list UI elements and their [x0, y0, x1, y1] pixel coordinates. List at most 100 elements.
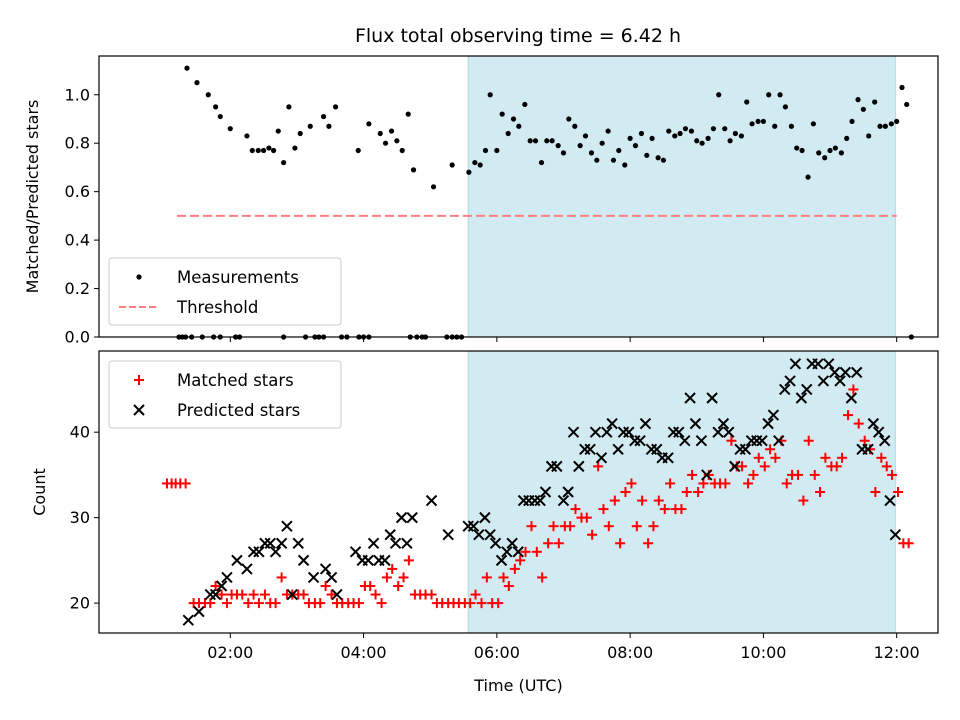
measurement-point — [320, 113, 327, 120]
measurement-point — [280, 159, 287, 166]
measurement-point — [516, 123, 522, 129]
measurement-point — [307, 123, 313, 129]
measurement-point — [866, 133, 872, 139]
matched-star-point — [493, 598, 504, 609]
matched-star-point — [770, 452, 781, 463]
bottom-legend: Matched stars Predicted stars — [108, 360, 342, 429]
measurement-point — [732, 130, 739, 137]
measurement-point — [544, 138, 550, 144]
measurement-point — [430, 184, 437, 190]
predicted-star-point — [784, 375, 796, 387]
measurement-point — [326, 123, 332, 129]
predicted-star-point — [204, 588, 216, 601]
matched-star-point — [820, 452, 831, 463]
matched-star-point — [520, 546, 531, 557]
predicted-star-point — [506, 537, 518, 549]
measurement-point — [794, 145, 800, 151]
predicted-star-point — [651, 443, 663, 455]
matched-star-point — [393, 581, 404, 591]
matched-star-point — [565, 521, 576, 532]
matched-star-point — [837, 452, 848, 463]
matched-star-point — [798, 495, 809, 506]
matched-star-point — [853, 418, 864, 429]
matched-star-point — [248, 589, 259, 600]
predicted-star-point — [601, 426, 613, 438]
predicted-star-point — [406, 511, 418, 524]
predicted-star-point — [489, 537, 502, 549]
measurement-point — [832, 145, 838, 151]
measurement-point — [466, 169, 472, 175]
predicted-star-point — [473, 529, 485, 541]
predicted-star-point — [573, 460, 585, 473]
measurement-point — [577, 143, 583, 149]
bottom-y-axis-label: Count — [30, 468, 49, 516]
predicted-star-point — [739, 443, 752, 455]
predicted-star-point — [349, 546, 362, 558]
matched-star-point — [626, 478, 637, 489]
matched-star-point — [498, 572, 509, 583]
measurement-point — [777, 92, 783, 98]
predicted-star-point — [695, 435, 708, 447]
measurement-point — [394, 138, 400, 144]
measurement-point — [594, 157, 600, 163]
predicted-star-point — [286, 588, 298, 601]
matched-star-point — [743, 478, 754, 489]
matched-star-point — [205, 598, 216, 609]
predicted-star-point — [634, 435, 646, 447]
top-axes-frame — [98, 55, 939, 338]
matched-star-point — [315, 598, 326, 609]
measurement-point — [655, 155, 661, 161]
measurement-point — [297, 130, 303, 137]
matched-star-point — [720, 478, 731, 489]
matched-star-point — [548, 521, 559, 532]
measurement-point — [472, 159, 478, 166]
measurement-point — [482, 147, 489, 154]
predicted-star-point — [269, 546, 282, 558]
matched-star-point — [653, 495, 664, 506]
predicted-star-point — [182, 614, 195, 626]
matched-star-point — [531, 546, 542, 557]
measurement-point — [699, 140, 705, 146]
predicted-star-point — [829, 366, 841, 379]
measurement-point — [538, 159, 545, 166]
matched-star-point — [681, 487, 692, 497]
predicted-star-point — [801, 383, 813, 396]
predicted-star-point — [209, 588, 222, 601]
predicted-star-point — [215, 580, 228, 592]
y-tick-label: 0.8 — [65, 134, 90, 153]
x-axis: 02:00 04:00 06:00 08:00 10:00 12:00 — [207, 633, 920, 662]
predicted-star-point — [264, 537, 276, 549]
matched-star-point — [781, 478, 792, 489]
predicted-star-point — [297, 554, 310, 567]
predicted-star-point — [878, 435, 891, 447]
predicted-star-point — [589, 426, 602, 438]
predicted-star-point — [479, 511, 491, 524]
y-tick-label: 0.6 — [65, 182, 90, 201]
matched-star-point — [665, 478, 676, 489]
predicted-star-point — [867, 417, 880, 430]
predicted-star-point — [623, 426, 635, 438]
matched-star-point — [643, 538, 654, 549]
matched-star-point — [210, 581, 221, 591]
predicted-star-point — [551, 460, 563, 473]
predicted-star-point — [584, 443, 596, 455]
predicted-star-point — [723, 426, 735, 438]
matched-star-point — [615, 538, 626, 549]
y-tick-label: 0.4 — [65, 231, 90, 250]
predicted-star-point — [789, 358, 802, 370]
measurement-point — [194, 80, 200, 86]
measurement-point — [805, 174, 811, 180]
matched-star-point — [659, 504, 670, 515]
measurement-point — [888, 121, 894, 127]
matched-star-point — [648, 521, 659, 532]
measurement-point — [627, 135, 633, 141]
measurement-point — [388, 128, 395, 134]
matched-star-point — [320, 581, 331, 591]
measurement-point — [410, 167, 417, 173]
predicted-star-point — [384, 529, 396, 541]
predicted-star-point — [701, 469, 713, 481]
predicted-star-point — [884, 494, 896, 507]
matched-star-point — [881, 461, 892, 472]
measurement-point — [682, 126, 689, 132]
legend-measurements-label: Measurements — [177, 268, 299, 287]
